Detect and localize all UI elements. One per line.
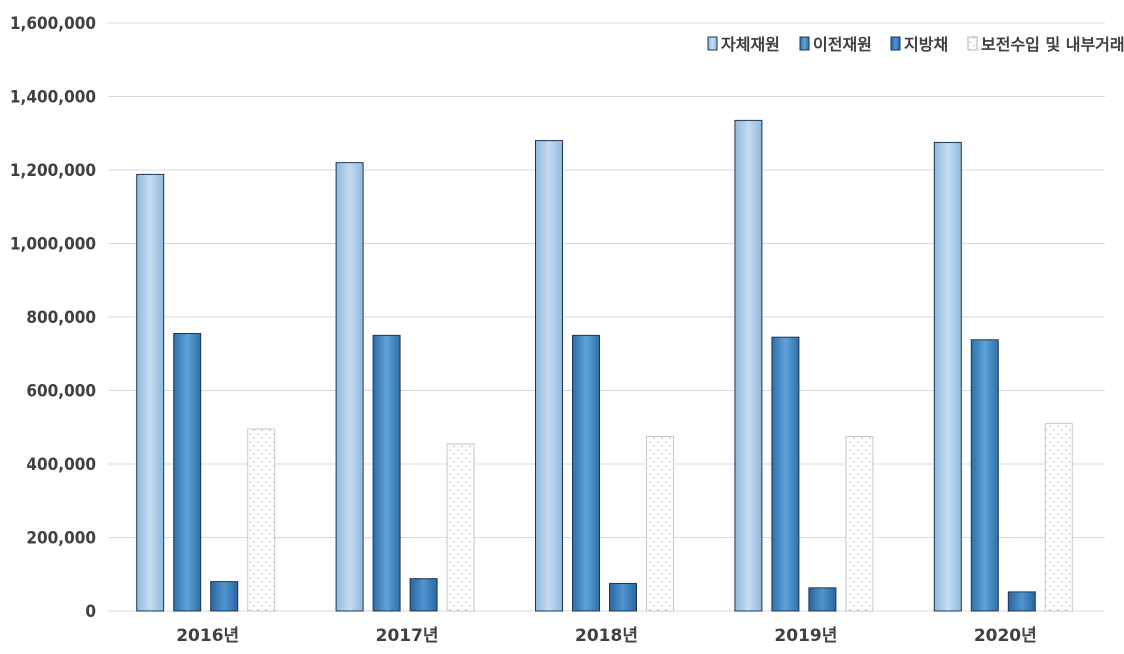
bar-1	[734, 119, 763, 612]
y-tick-label: 800,000	[26, 308, 96, 328]
bar-4	[646, 435, 674, 612]
legend-swatch	[799, 36, 810, 51]
legend-label: 자체재원	[721, 35, 780, 54]
legend-label: 지방채	[904, 35, 948, 54]
bar-1	[136, 173, 165, 612]
x-category-label: 2016년	[176, 626, 239, 646]
bar-2	[372, 334, 401, 612]
bar-2	[173, 333, 202, 612]
bar-3	[210, 581, 239, 612]
legend-label: 이전재원	[813, 35, 872, 54]
y-tick-label: 400,000	[26, 455, 96, 475]
bar-3	[1007, 591, 1036, 612]
x-category-label: 2018년	[575, 626, 638, 646]
y-tick-label: 1,000,000	[10, 235, 96, 255]
bar-4	[247, 428, 276, 612]
y-tick-label: 1,200,000	[10, 161, 96, 181]
legend-label: 보전수입 및 내부거래	[981, 35, 1124, 54]
y-tick-label: 1,600,000	[10, 14, 96, 34]
y-tick-label: 200,000	[26, 529, 96, 549]
x-category-label: 2017년	[376, 626, 439, 646]
bar-3	[808, 587, 837, 612]
bar-1	[535, 140, 563, 612]
y-tick-label: 1,400,000	[10, 88, 96, 108]
bar-4	[446, 443, 475, 612]
bar-1	[335, 162, 364, 612]
legend-swatch	[967, 36, 978, 51]
x-category-label: 2020년	[974, 626, 1037, 646]
bar-2	[970, 339, 999, 612]
bar-4	[845, 435, 874, 612]
bar-2	[771, 336, 800, 612]
bars	[136, 119, 1073, 612]
bar-3	[409, 578, 438, 612]
legend-swatch	[707, 36, 718, 51]
bar-1	[933, 141, 962, 612]
legend: 자체재원 이전재원 지방채 보전수입 및 내부거래	[707, 35, 1124, 54]
bar-4	[1044, 423, 1073, 612]
y-tick-label: 0	[85, 602, 96, 622]
x-category-label: 2019년	[774, 626, 837, 646]
x-axis-categories: 2016년 2017년 2018년 2019년 2020년	[176, 626, 1037, 646]
bar-3	[609, 582, 637, 612]
y-axis-ticks: 0 200,000 400,000 600,000 800,000 1,000,000 1,…	[10, 14, 96, 622]
y-tick-label: 600,000	[26, 382, 96, 402]
legend-swatch	[890, 36, 901, 51]
bar-2	[572, 334, 600, 612]
